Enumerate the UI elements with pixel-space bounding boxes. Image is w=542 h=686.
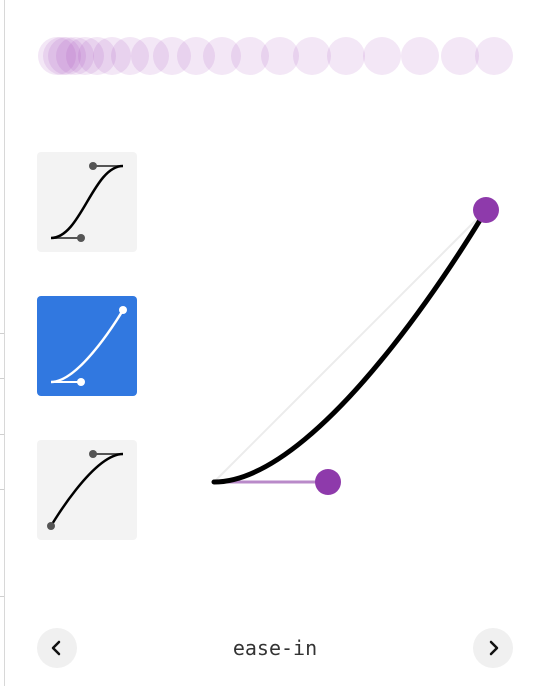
- timing-preview-dot: [401, 37, 439, 75]
- timing-preview-dot: [78, 37, 116, 75]
- timing-preview-dot: [111, 37, 149, 75]
- ease-in-out-curve-icon: [50, 162, 124, 242]
- chevron-left-icon: [51, 640, 61, 656]
- timing-preview-dot: [66, 37, 104, 75]
- timing-preview-dot: [261, 37, 299, 75]
- timing-preview-dot: [441, 37, 479, 75]
- preset-ease-in-button[interactable]: [37, 296, 137, 396]
- linear-reference-line: [213, 209, 487, 483]
- bezier-curve: [211, 207, 489, 485]
- background-divider: [0, 333, 5, 334]
- chevron-right-icon: [489, 640, 499, 656]
- cubic-bezier-editor-popover: ease-in: [4, 0, 542, 686]
- timing-preview-dot: [475, 37, 513, 75]
- timing-preview-dot: [38, 37, 76, 75]
- control-point-2-handle[interactable]: [473, 197, 499, 223]
- preset-navigation: ease-in: [5, 628, 542, 668]
- timing-preview-dot: [363, 37, 401, 75]
- control-point-1-handle[interactable]: [315, 469, 341, 495]
- timing-preview-dot: [131, 37, 169, 75]
- timing-preview-dot: [48, 37, 86, 75]
- timing-preview-dot: [231, 37, 269, 75]
- timing-preview-dot: [327, 37, 365, 75]
- background-divider: [0, 489, 5, 490]
- timing-preview-dot: [43, 37, 81, 75]
- background-divider: [0, 378, 5, 379]
- timing-preview: [5, 30, 542, 82]
- background-divider: [0, 434, 5, 435]
- background-divider: [0, 596, 5, 597]
- timing-preview-dot: [56, 37, 94, 75]
- ease-out-curve-icon: [47, 450, 124, 530]
- timing-preview-dot: [177, 37, 215, 75]
- timing-preview-dot: [203, 37, 241, 75]
- next-preset-button[interactable]: [473, 628, 513, 668]
- timing-preview-dot: [93, 37, 131, 75]
- previous-preset-button[interactable]: [37, 628, 77, 668]
- preset-ease-out-button[interactable]: [37, 440, 137, 540]
- background-page-edge: [0, 0, 5, 686]
- curve-name-label: ease-in: [232, 636, 318, 660]
- preset-ease-in-out-button[interactable]: [37, 152, 137, 252]
- ease-in-curve-icon: [50, 306, 127, 386]
- timing-preview-dot: [293, 37, 331, 75]
- timing-preview-dot: [153, 37, 191, 75]
